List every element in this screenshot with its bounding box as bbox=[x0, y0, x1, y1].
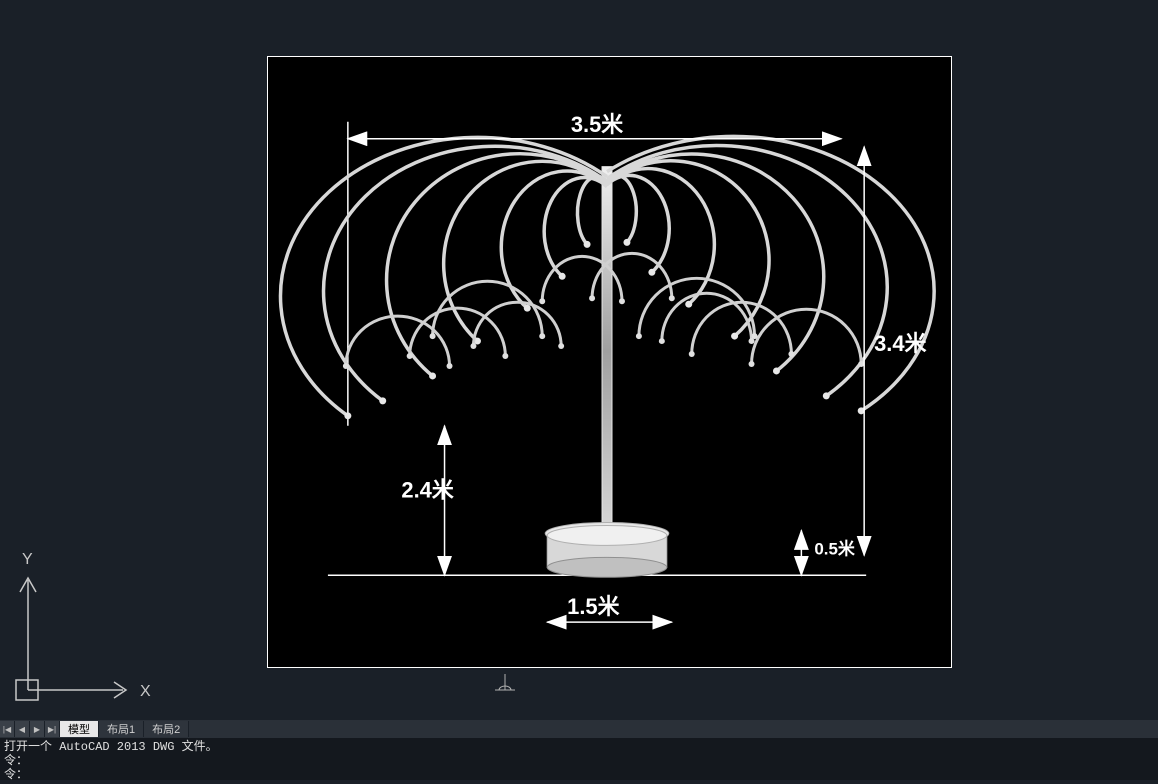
dimension-inner-height: 2.4米 bbox=[401, 478, 453, 503]
tab-nav-first[interactable]: |◀ bbox=[0, 721, 15, 737]
dimension-base-width: 1.5米 bbox=[567, 594, 619, 619]
tab-layout2[interactable]: 布局2 bbox=[144, 721, 189, 737]
tab-nav-next[interactable]: ▶ bbox=[30, 721, 45, 737]
tab-nav-last[interactable]: ▶| bbox=[45, 721, 60, 737]
command-line-1: 打开一个 AutoCAD 2013 DWG 文件。 bbox=[4, 740, 1154, 754]
drawing-viewport: 3.5米 3.4米 2.4米 0.5米 1.5米 bbox=[267, 56, 952, 668]
ucs-icon: X Y bbox=[8, 540, 158, 710]
bottom-panel: |◀ ◀ ▶ ▶| 模型 布局1 布局2 打开一个 AutoCAD 2013 D… bbox=[0, 720, 1158, 780]
command-history: 打开一个 AutoCAD 2013 DWG 文件。 令： 令： bbox=[0, 738, 1158, 784]
layout-tab-strip: |◀ ◀ ▶ ▶| 模型 布局1 布局2 bbox=[0, 720, 1158, 738]
tab-model[interactable]: 模型 bbox=[60, 721, 99, 737]
model-space-canvas[interactable]: 3.5米 3.4米 2.4米 0.5米 1.5米 X Y bbox=[0, 0, 1158, 720]
cad-drawing-svg: 3.5米 3.4米 2.4米 0.5米 1.5米 bbox=[268, 57, 951, 667]
tab-layout1[interactable]: 布局1 bbox=[99, 721, 144, 737]
tab-nav-prev[interactable]: ◀ bbox=[15, 721, 30, 737]
dimension-width: 3.5米 bbox=[571, 112, 623, 137]
aux-marker-icon bbox=[490, 672, 520, 702]
command-line-2: 令： bbox=[4, 754, 1154, 768]
ucs-x-label: X bbox=[140, 683, 151, 700]
dimension-base-height: 0.5米 bbox=[814, 538, 855, 558]
dimension-height: 3.4米 bbox=[874, 331, 926, 356]
ucs-y-label: Y bbox=[22, 551, 33, 568]
